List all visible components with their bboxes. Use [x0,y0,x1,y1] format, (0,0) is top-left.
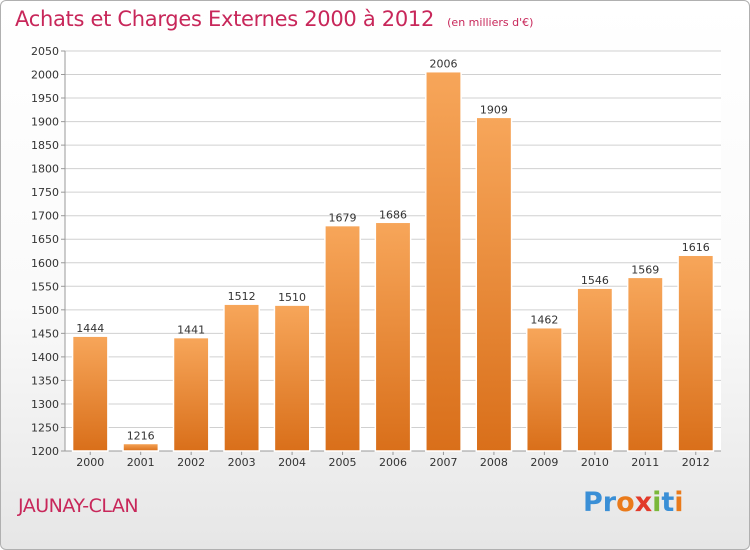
value-label: 2006 [429,58,457,71]
logo-letter: r [602,487,617,518]
proxiti-logo: Proxiti [583,487,684,518]
bar-2003 [223,303,261,452]
value-label: 1909 [480,103,508,116]
y-tick-label: 1850 [31,139,59,152]
value-label: 1686 [379,208,407,221]
logo-letter: i [652,487,662,518]
bar-2012 [677,254,715,452]
value-label: 1616 [682,241,710,254]
bar-2002 [172,336,210,452]
y-tick-label: 1300 [31,398,59,411]
y-tick-label: 1400 [31,351,59,364]
x-tick-label: 2007 [429,456,457,469]
logo-letter: x [634,487,653,518]
bar-2004 [273,304,311,452]
value-label: 1679 [329,212,357,225]
x-tick-label: 2005 [329,456,357,469]
title-row: Achats et Charges Externes 2000 à 2012 (… [15,7,533,31]
value-label: 1569 [631,263,659,276]
x-tick-label: 2004 [278,456,306,469]
bar-2008 [475,116,513,452]
bar-2009 [525,326,563,452]
bar-2007 [425,70,462,452]
value-label: 1510 [278,291,306,304]
y-tick-label: 1900 [31,116,59,129]
x-tick-label: 2012 [682,456,710,469]
axis-layer: 1200 1250 1300 1350 1400 1450 1500 1550 1600 1650… [31,45,721,469]
y-tick-label: 1650 [31,233,59,246]
value-label: 1546 [581,274,609,287]
y-tick-label: 1800 [31,163,59,176]
y-tick-label: 1750 [31,186,59,199]
value-label: 1441 [177,324,205,337]
x-tick-label: 2001 [127,456,155,469]
x-tick-label: 2009 [530,456,558,469]
x-tick-label: 2000 [76,456,104,469]
bar-2000 [71,335,109,452]
y-tick-label: 1700 [31,210,59,223]
bar-2011 [626,276,664,452]
y-tick-label: 1500 [31,304,59,317]
logo-letter: o [616,487,635,518]
bar-2010 [576,287,614,452]
chart-title: Achats et Charges Externes 2000 à 2012 [15,7,435,31]
value-label: 1216 [127,429,155,442]
y-tick-label: 1350 [31,374,59,387]
x-tick-label: 2002 [177,456,205,469]
x-tick-label: 2010 [581,456,609,469]
value-label: 1444 [76,322,104,335]
y-tick-label: 1950 [31,92,59,105]
logo-letter: t [661,487,675,518]
y-tick-label: 2050 [31,45,59,58]
y-tick-label: 2000 [31,69,59,82]
labels-layer: 1444 1216 1441 1512 1510 1679 1686 2006 1909 1462… [76,58,710,443]
chart-subtitle: (en milliers d'€) [447,16,534,29]
bar-2006 [374,221,412,452]
value-label: 1512 [228,290,256,303]
bar-2005 [324,224,361,452]
logo-letter: P [583,487,603,518]
y-tick-label: 1550 [31,280,59,293]
y-tick-label: 1200 [31,445,59,458]
x-tick-label: 2011 [631,456,659,469]
x-tick-label: 2008 [480,456,508,469]
place-name: JAUNAY-CLAN [18,495,139,517]
x-tick-label: 2006 [379,456,407,469]
x-tick-label: 2003 [228,456,256,469]
y-tick-label: 1250 [31,421,59,434]
bars-layer [71,70,715,452]
logo-letter: i [674,487,684,518]
value-label: 1462 [530,314,558,327]
y-tick-label: 1600 [31,257,59,270]
y-tick-label: 1450 [31,327,59,340]
bar-2001 [122,442,160,452]
